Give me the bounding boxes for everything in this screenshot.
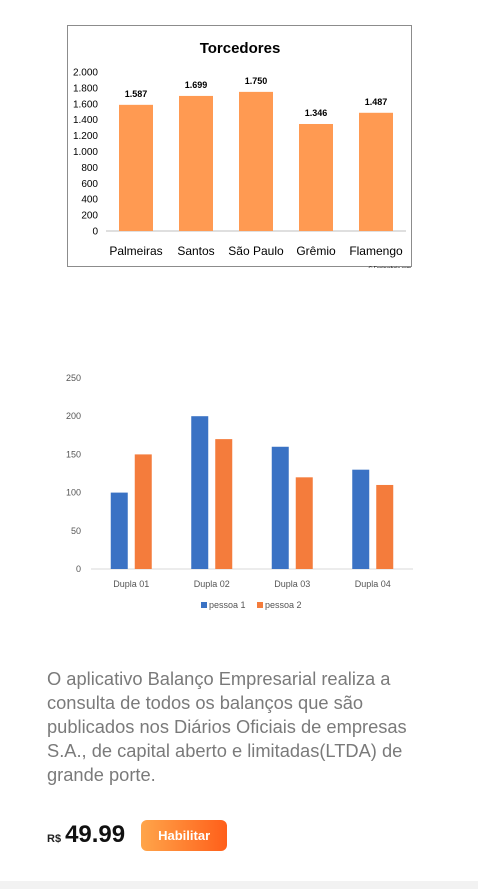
chart2-bar-series-1	[271, 446, 289, 569]
torcedores-chart-svg: Torcedores 0 200 400 600 800 1.000 1.200 1.400 1.…	[73, 40, 411, 272]
chart1-bar	[119, 104, 153, 231]
chart1-bar	[359, 112, 393, 231]
chart2-bar-series-1	[352, 469, 370, 569]
chart2-category-label: Dupla 03	[274, 579, 310, 589]
chart1-bar	[239, 91, 273, 231]
chart1-ytick-label: 400	[81, 195, 98, 206]
chart2-bar-series-2	[215, 439, 233, 569]
chart1-value-label: 1.346	[305, 108, 328, 118]
duplas-chart: 0 50 100 150 200 250 Dupla 01 Dupla 02 Dupla 03 D…	[55, 365, 425, 620]
footer-strip	[0, 881, 478, 889]
chart1-category-label: Flamengo	[349, 244, 403, 258]
chart1-category-label: Grêmio	[296, 244, 336, 258]
chart2-bar-series-1	[110, 492, 128, 569]
torcedores-chart: Torcedores 0 200 400 600 800 1.000 1.200 1.400 1.…	[67, 25, 412, 272]
chart2-ytick-label: 0	[76, 564, 81, 574]
chart1-ytick-label: 800	[81, 163, 98, 174]
chart1-ytick-label: 600	[81, 179, 98, 190]
chart1-bar	[299, 123, 333, 231]
chart2-ytick-label: 250	[66, 373, 81, 383]
chart2-bar-series-2	[295, 477, 313, 569]
chart1-value-label: 1.587	[125, 89, 148, 99]
price-amount: 49.99	[65, 821, 126, 848]
chart1-credit: © Ensinarhoje.com	[369, 265, 411, 268]
chart1-category-label: São Paulo	[228, 244, 284, 258]
chart2-bar-series-2	[376, 484, 394, 569]
chart2-legend-swatch	[257, 602, 263, 608]
chart2-legend-label: pessoa 1	[209, 600, 246, 610]
chart1-bar	[179, 95, 213, 231]
chart1-ytick-label: 200	[81, 211, 98, 222]
price-currency: R$	[47, 833, 62, 845]
chart1-category-label: Santos	[177, 244, 214, 258]
chart2-ytick-label: 150	[66, 449, 81, 459]
chart1-ytick-label: 2.000	[73, 68, 98, 79]
chart2-legend-label: pessoa 2	[265, 600, 302, 610]
chart1-ytick-label: 1.200	[73, 131, 98, 142]
chart1-category-label: Palmeiras	[109, 244, 162, 258]
chart2-category-label: Dupla 01	[113, 579, 149, 589]
chart1-ytick-label: 1.600	[73, 99, 98, 110]
chart1-ytick-label: 1.800	[73, 83, 98, 94]
chart2-category-label: Dupla 04	[355, 579, 391, 589]
chart1-value-label: 1.487	[365, 97, 388, 107]
chart1-ytick-label: 1.400	[73, 115, 98, 126]
chart2-legend-swatch	[201, 602, 207, 608]
chart1-ytick-label: 0	[92, 227, 98, 238]
duplas-chart-svg: 0 50 100 150 200 250 Dupla 01 Dupla 02 Dupla 03 D…	[66, 373, 413, 610]
app-description: O aplicativo Balanço Empresarial realiza…	[47, 668, 407, 785]
chart1-value-label: 1.750	[245, 76, 268, 86]
chart2-ytick-label: 200	[66, 411, 81, 421]
chart2-category-label: Dupla 02	[194, 579, 230, 589]
chart1-title: Torcedores	[200, 40, 281, 57]
chart1-value-label: 1.699	[185, 80, 208, 90]
chart2-ytick-label: 100	[66, 488, 81, 498]
enable-button[interactable]: Habilitar	[141, 819, 228, 851]
chart2-bar-series-2	[134, 454, 152, 569]
chart1-ytick-label: 1.000	[73, 147, 98, 158]
chart2-bar-series-1	[191, 416, 209, 569]
price-row: R$ 49.99 Habilitar	[47, 818, 228, 852]
chart2-ytick-label: 50	[71, 526, 81, 536]
